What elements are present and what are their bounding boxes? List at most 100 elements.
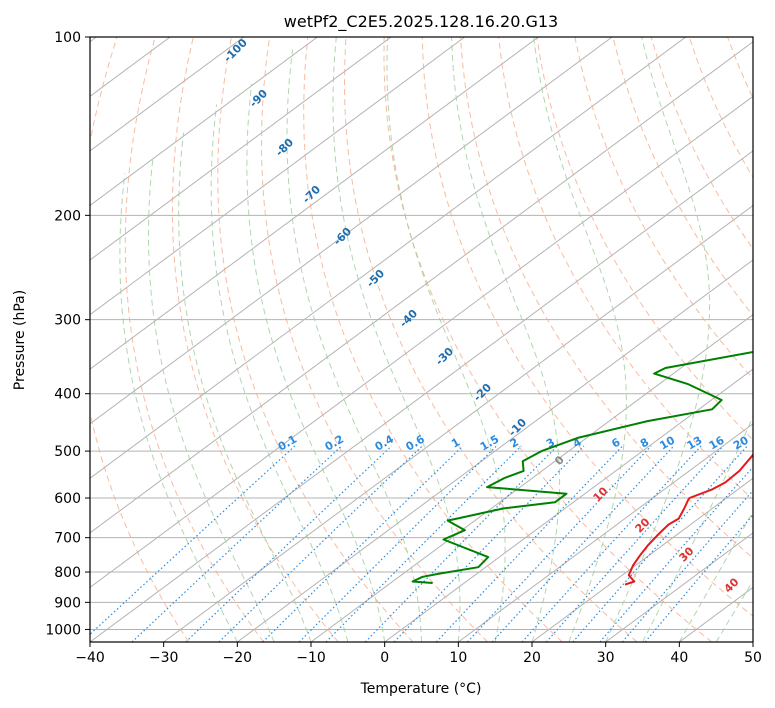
isotherm-line — [752, 641, 753, 642]
isotherm-line — [90, 37, 687, 479]
mixing-ratio-line — [393, 445, 585, 642]
x-axis-label: Temperature (°C) — [360, 681, 482, 697]
dry-adiabat-line — [727, 37, 753, 100]
mixing-ratio-label: 6 — [609, 435, 622, 450]
mixing-ratio-line — [218, 445, 423, 642]
y-axis: 100 200 300 400 500 600 700 800 900 1000 — [45, 30, 90, 638]
dry-adiabat-label: -10 — [506, 416, 529, 439]
profile-lines — [411, 350, 753, 586]
dry-adiabat-line — [90, 37, 190, 642]
mixing-ratio-line — [131, 445, 343, 642]
dry-adiabat-label: -90 — [247, 87, 270, 110]
x-tick-label: 10 — [449, 650, 467, 666]
moist-adiabat-line — [715, 579, 753, 642]
isotherm-line — [90, 37, 245, 152]
isotherm-line — [90, 41, 753, 534]
mixing-ratio-line — [572, 445, 748, 642]
mixing-ratio-label: 16 — [707, 433, 727, 452]
mixing-ratio-line — [435, 445, 624, 642]
dry-adiabat-line — [766, 37, 775, 642]
moist-adiabat-line — [178, 132, 312, 642]
dry-adiabat-line — [574, 37, 753, 380]
x-tick-label: 30 — [597, 650, 615, 666]
moist-adiabat-line — [246, 83, 386, 642]
moist-adiabat-label: 40 — [722, 575, 742, 595]
y-tick-label: 1000 — [45, 622, 81, 638]
moist-adiabat-line — [286, 49, 422, 642]
mixing-ratio-line — [491, 445, 675, 642]
dry-adiabat-line — [459, 37, 753, 559]
mixing-ratio-label: 0.6 — [403, 432, 427, 453]
mixing-ratio-line — [521, 445, 702, 642]
mixing-ratio-line — [298, 445, 498, 642]
y-tick-label: 400 — [54, 387, 81, 403]
dry-adiabat-line — [688, 37, 753, 179]
mixing-ratio-lines — [90, 445, 753, 642]
isotherm-line — [90, 95, 753, 589]
dry-adiabat-line — [303, 37, 563, 642]
x-tick-label: 20 — [523, 650, 541, 666]
x-tick-label: −20 — [223, 650, 253, 666]
y-tick-label: 200 — [54, 208, 81, 224]
mixing-ratio-line — [599, 466, 753, 642]
x-tick-label: 50 — [744, 650, 762, 666]
mixing-ratio-label: 8 — [638, 436, 651, 451]
dry-adiabat-line — [498, 37, 753, 501]
isotherm-line — [90, 37, 392, 261]
x-tick-label: −40 — [75, 650, 105, 666]
moist-adiabat-line — [752, 641, 753, 642]
isotherm-line — [384, 368, 753, 642]
y-tick-label: 100 — [54, 30, 81, 46]
plot-frame — [89, 36, 754, 643]
isotherm-line — [90, 37, 318, 207]
mixing-ratio-line — [467, 445, 652, 642]
isotherm-line — [90, 150, 753, 642]
isotherm-line — [90, 37, 539, 370]
dry-adiabat-line — [260, 37, 488, 642]
dry-adiabat-label: -100 — [221, 36, 250, 65]
mixing-ratio-label: 0.4 — [373, 432, 397, 453]
isotherm-line — [531, 477, 753, 642]
dry-adiabat-line — [650, 37, 753, 250]
chart-title: wetPf2_C2E5.2025.128.16.20.G13 — [284, 12, 558, 32]
dry-adiabat-label: -30 — [433, 345, 456, 368]
isotherm-line — [458, 423, 753, 642]
dewpoint-line — [411, 350, 753, 584]
mixing-ratio-label: 25 — [756, 434, 775, 453]
dry-adiabats — [90, 37, 775, 642]
dry-adiabat-line — [421, 37, 753, 617]
moist-adiabats — [119, 37, 753, 642]
mixing-ratio-label: 20 — [731, 433, 751, 452]
moist-adiabat-line — [451, 37, 561, 642]
dry-adiabat-line — [171, 37, 339, 642]
moist-adiabat-label: 30 — [677, 544, 697, 564]
y-tick-label: 300 — [54, 313, 81, 329]
dry-adiabat-line — [217, 37, 414, 642]
isotherm-line — [90, 37, 466, 316]
y-tick-label: 500 — [54, 444, 81, 460]
mixing-ratio-label: 10 — [657, 433, 677, 452]
y-axis-label: Pressure (hPa) — [12, 290, 28, 390]
moist-adiabat-line — [119, 173, 238, 642]
mixing-ratio-line — [364, 445, 558, 642]
mixing-ratio-label: 0.2 — [323, 433, 346, 454]
x-tick-label: −30 — [149, 650, 179, 666]
mixing-ratio-label: 1.5 — [478, 433, 501, 454]
mixing-ratio-line — [185, 445, 393, 642]
mixing-ratio-line — [621, 489, 753, 642]
moist-adiabat-line — [642, 415, 753, 642]
moist-adiabat-label: 20 — [633, 515, 653, 535]
mixing-ratio-line — [325, 445, 522, 642]
dry-adiabat-label: -60 — [331, 225, 354, 248]
mixing-ratio-line — [545, 445, 724, 642]
y-tick-label: 600 — [54, 491, 81, 507]
y-tick-label: 800 — [54, 565, 81, 581]
isotherm-line — [90, 37, 613, 425]
dry-adiabat-label: -80 — [273, 136, 296, 159]
dry-adiabat-label: -50 — [364, 267, 387, 290]
dry-adiabat-label: -40 — [397, 307, 420, 330]
x-tick-label: 40 — [670, 650, 688, 666]
y-tick-label: 900 — [54, 595, 81, 611]
moist-adiabat-line — [148, 157, 275, 642]
